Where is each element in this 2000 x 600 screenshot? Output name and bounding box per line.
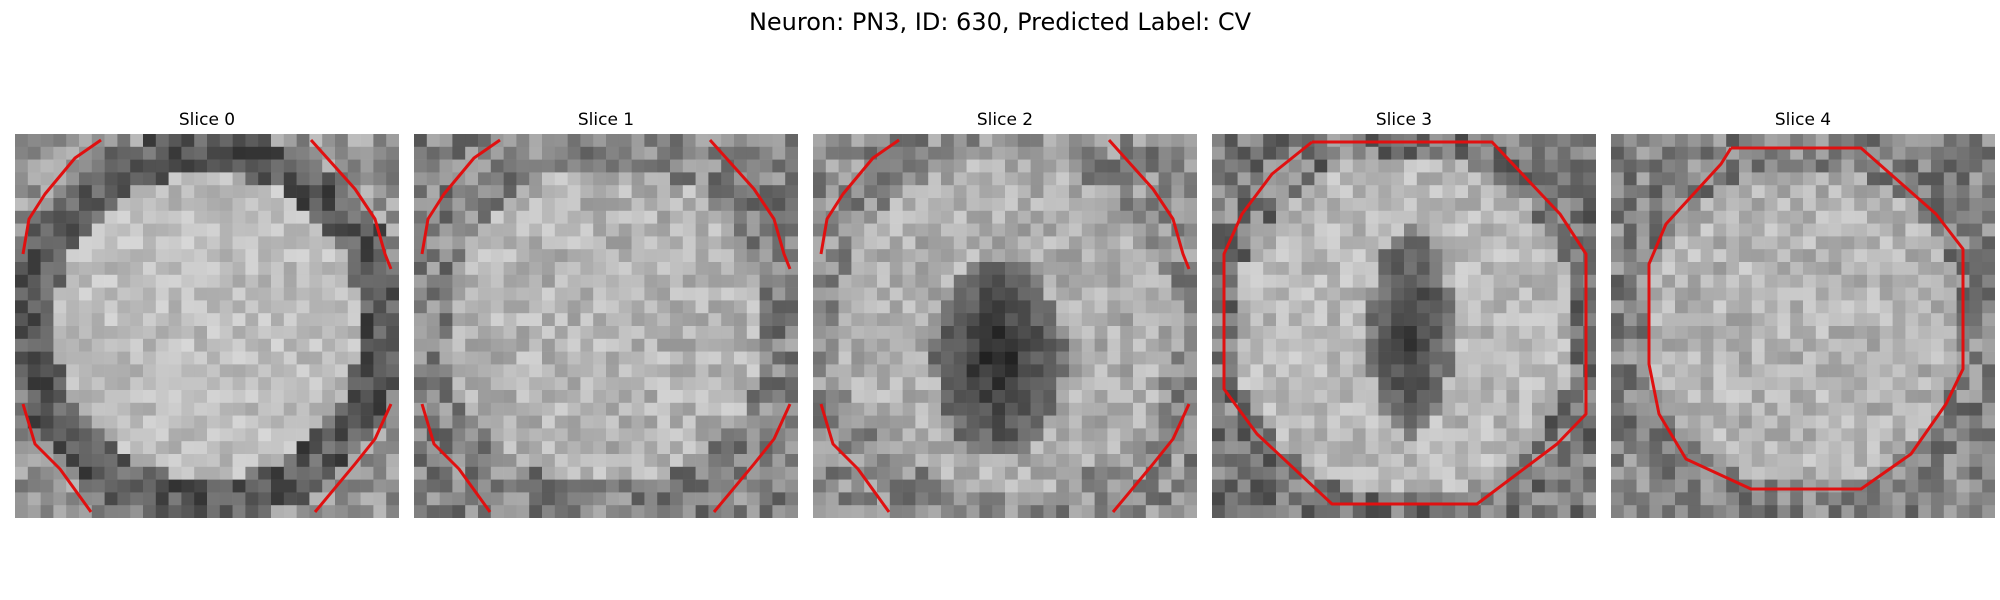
slice-pixels-3: [1212, 134, 1596, 518]
contour-line-3-0: [1222, 140, 1588, 506]
contour-line-1-2: [420, 403, 492, 513]
slice-title-0: Slice 0: [178, 110, 236, 130]
contour-line-0-3: [313, 403, 393, 513]
slice-pixels-0: [15, 134, 399, 518]
contour-line-2-2: [819, 403, 891, 513]
slice-image-0: [15, 134, 399, 518]
contour-line-0-1: [309, 138, 393, 270]
pixel-grid-1: [414, 134, 798, 518]
slice-image-2: [813, 134, 1197, 518]
contour-line-0-2: [21, 403, 93, 513]
slice-pixels-1: [414, 134, 798, 518]
pixel-grid-4: [1611, 134, 1995, 518]
contour-line-1-0: [420, 138, 501, 255]
pixel-grid-3: [1212, 134, 1596, 518]
contour-line-1-1: [708, 138, 792, 270]
slice-pixels-4: [1611, 134, 1995, 518]
pixel-grid-2: [813, 134, 1197, 518]
pixel-grid-0: [15, 134, 399, 518]
slice-image-3: [1212, 134, 1596, 518]
slice-title-1: Slice 1: [577, 110, 635, 130]
contour-line-4-0: [1647, 146, 1965, 491]
contour-line-2-1: [1107, 138, 1191, 270]
slice-title-2: Slice 2: [976, 110, 1034, 130]
contour-line-1-3: [712, 403, 792, 513]
contour-line-2-3: [1111, 403, 1191, 513]
contour-line-0-0: [21, 138, 102, 255]
slice-image-4: [1611, 134, 1995, 518]
contour-line-2-0: [819, 138, 900, 255]
slice-title-4: Slice 4: [1774, 110, 1832, 130]
figure-title: Neuron: PN3, ID: 630, Predicted Label: C…: [748, 8, 1252, 36]
slice-image-1: [414, 134, 798, 518]
slice-title-3: Slice 3: [1375, 110, 1433, 130]
slice-pixels-2: [813, 134, 1197, 518]
